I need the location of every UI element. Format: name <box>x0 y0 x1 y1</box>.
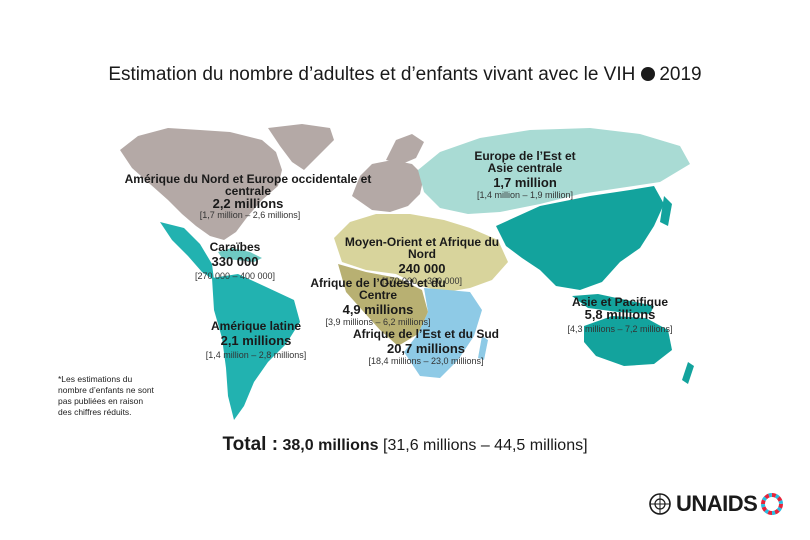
region-shape-japan[interactable] <box>660 196 672 226</box>
region-shape-central-america[interactable] <box>160 222 214 280</box>
footnote: *Les estimations du nombre d’enfants ne … <box>58 374 154 417</box>
region-range-eastern-europe: [1,4 million – 1,9 million] <box>476 190 574 200</box>
region-range-caribbean: [270 000 – 400 000] <box>194 271 276 281</box>
region-shape-asia-pacific[interactable] <box>496 186 664 290</box>
region-value-mena: 240 000 <box>398 261 446 276</box>
region-name-caribbean: Caraïbes <box>209 240 261 254</box>
region-name-asia-pacific: Asie et Pacifique <box>571 295 669 309</box>
region-name-north-america: Amérique du Nord et Europe occidentale e… <box>124 172 372 198</box>
region-shape-madagascar[interactable] <box>478 336 488 360</box>
region-shape-australia[interactable] <box>584 316 672 366</box>
region-range-latin-america: [1,4 million – 2,8 millions] <box>205 350 307 360</box>
sdg-wheel-icon <box>761 493 784 515</box>
map-title: Estimation du nombre d’adultes et d’enfa… <box>0 64 810 86</box>
region-value-eastern-europe: 1,7 million <box>493 175 557 190</box>
region-name-east-southern-africa: Afrique de l’Est et du Sud <box>352 327 499 341</box>
region-shape-greenland[interactable] <box>268 124 334 170</box>
value-north-america: 2,2 millions <box>192 196 304 211</box>
region-value-north-america: 2,2 millions <box>212 196 284 211</box>
region-range-east-southern-africa: [18,4 millions – 23,0 millions] <box>368 356 484 366</box>
region-value-caribbean: 330 000 <box>211 254 259 269</box>
total-line: Total : 38,0 millions [31,6 millions – 4… <box>0 434 810 456</box>
un-emblem-icon <box>649 493 671 515</box>
region-shape-caribbean[interactable] <box>218 248 262 262</box>
region-shape-east-southern-africa[interactable] <box>404 288 482 378</box>
title-text: Estimation du nombre d’adultes et d’enfa… <box>108 64 636 85</box>
region-shape-new-zealand[interactable] <box>682 362 694 384</box>
label-west-central-africa: Afrique de l’Ouest et du Centre 4,9 mill… <box>310 277 446 328</box>
label-north-america: Amérique du Nord et Europe occidentale e… <box>120 173 376 197</box>
label-eastern-europe: Europe de l’Est et Asie centrale 1,7 mil… <box>474 150 576 201</box>
label-caribbean: Caraïbes 330 000 [270 000 – 400 000] <box>190 241 280 282</box>
region-range-mena: [170 000 – 300 000] <box>381 276 463 286</box>
total-range: [31,6 millions – 44,5 millions] <box>383 437 588 454</box>
region-shape-western-europe[interactable] <box>352 160 424 212</box>
range-north-america: [1,7 million – 2,6 millions] <box>180 209 320 221</box>
total-value: 38,0 millions <box>282 437 379 454</box>
unaids-logo: UNAIDS <box>648 490 784 518</box>
region-range-north-america: [1,7 million – 2,6 millions] <box>199 210 301 220</box>
logo-text: UNAIDS <box>676 491 758 516</box>
label-latin-america: Amérique latine 2,1 millions [1,4 millio… <box>196 320 316 361</box>
region-name-eastern-europe: Europe de l’Est et Asie centrale <box>474 149 576 175</box>
label-asia-pacific: Asie et Pacifique 5,8 millions [4,3 mill… <box>554 296 686 335</box>
title-year: 2019 <box>659 64 702 85</box>
region-value-west-central-africa: 4,9 millions <box>342 302 414 317</box>
region-shape-mena[interactable] <box>334 214 508 292</box>
bullet-icon <box>641 67 656 81</box>
region-shape-north-america[interactable] <box>120 128 282 240</box>
region-range-west-central-africa: [3,9 millions – 6,2 millions] <box>325 317 431 327</box>
label-east-southern-africa: Afrique de l’Est et du Sud 20,7 millions… <box>350 328 502 367</box>
region-shape-west-central-africa[interactable] <box>338 264 428 346</box>
region-name-latin-america: Amérique latine <box>210 319 302 333</box>
label-mena: Moyen-Orient et Afrique du Nord 240 000 … <box>344 236 500 287</box>
region-name-mena: Moyen-Orient et Afrique du Nord <box>344 235 500 261</box>
region-range-asia-pacific: [4,3 millions – 7,2 millions] <box>567 324 673 334</box>
total-label: Total : <box>222 434 279 455</box>
region-shape-eastern-europe[interactable] <box>418 128 690 214</box>
region-shape-south-america[interactable] <box>212 274 300 420</box>
leader-line-caribbean <box>237 257 251 263</box>
region-shape-scandinavia[interactable] <box>386 134 424 164</box>
region-value-latin-america: 2,1 millions <box>220 333 292 348</box>
region-name-west-central-africa: Afrique de l’Ouest et du Centre <box>310 276 446 302</box>
region-value-asia-pacific: 5,8 millions <box>584 307 656 322</box>
region-shape-indonesia[interactable] <box>572 294 654 314</box>
region-value-east-southern-africa: 20,7 millions <box>386 341 466 356</box>
